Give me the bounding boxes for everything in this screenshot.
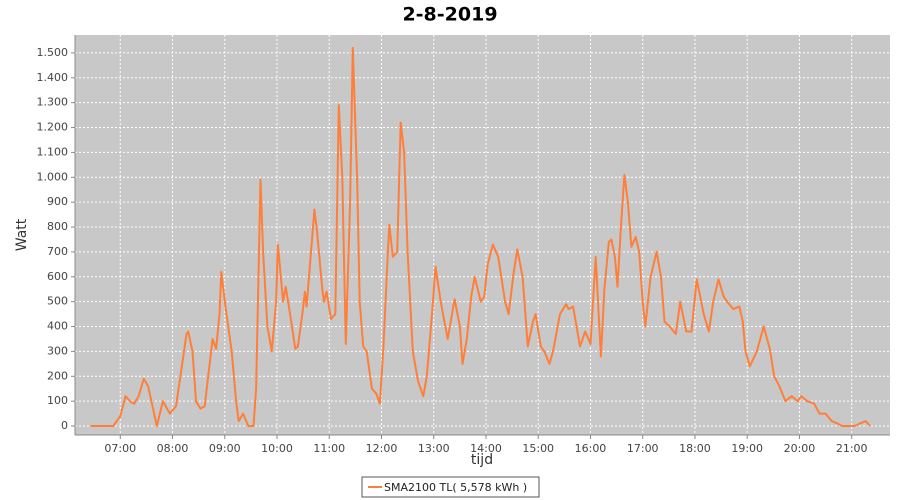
x-tick-label: 19:00: [731, 442, 763, 455]
y-tick-label: 100: [47, 394, 68, 407]
legend-label: SMA2100 TL( 5,578 kWh ): [384, 481, 527, 494]
x-tick-label: 12:00: [366, 442, 398, 455]
x-tick-label: 10:00: [261, 442, 293, 455]
marks: [90, 46, 871, 427]
y-tick-label: 200: [47, 369, 68, 382]
x-tick-label: 20:00: [784, 442, 816, 455]
x-tick-label: 21:00: [836, 442, 868, 455]
y-tick-label: 900: [47, 195, 68, 208]
grid: [75, 35, 890, 435]
y-tick-label: 1.400: [37, 71, 69, 84]
y-tick-label: 1.300: [37, 96, 69, 109]
x-tick-label: 09:00: [209, 442, 241, 455]
x-tick-label: 11:00: [313, 442, 345, 455]
series-line: [90, 46, 871, 427]
y-tick-label: 1.500: [37, 46, 69, 59]
y-tick-label: 700: [47, 245, 68, 258]
y-tick-label: 400: [47, 320, 68, 333]
x-tick-label: 14:00: [470, 442, 502, 455]
y-tick-label: 600: [47, 270, 68, 283]
x-tick-label: 18:00: [679, 442, 711, 455]
y-tick-label: 500: [47, 295, 68, 308]
x-tick-label: 16:00: [575, 442, 607, 455]
legend: [361, 476, 540, 498]
plot-area: [75, 35, 890, 435]
chart-title: 2-8-2019: [402, 4, 497, 26]
y-tick-label: 300: [47, 344, 68, 357]
x-tick-label: 13:00: [418, 442, 450, 455]
y-tick-label: 1.000: [37, 170, 69, 183]
y-tick-label: 800: [47, 220, 68, 233]
y-tick-label: 1.200: [37, 121, 69, 134]
x-axis-label: tijd: [471, 452, 493, 468]
y-axis-label: Watt: [14, 218, 30, 251]
y-tick-label: 1.100: [37, 145, 69, 158]
y-tick-label: 0: [61, 419, 68, 432]
x-tick-label: 17:00: [627, 442, 659, 455]
x-tick-label: 15:00: [522, 442, 554, 455]
x-tick-label: 07:00: [104, 442, 136, 455]
x-tick-label: 08:00: [157, 442, 189, 455]
